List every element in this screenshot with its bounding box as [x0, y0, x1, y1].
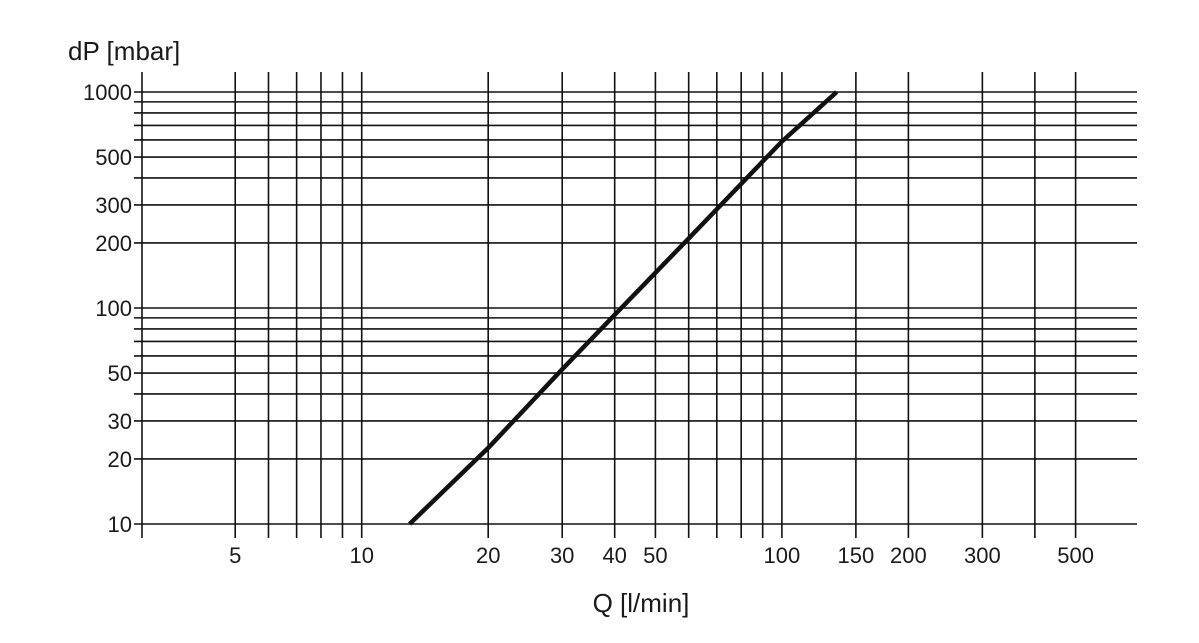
y-tick-label-50: 50: [108, 361, 132, 386]
y-tick-labels: 10 20 30 50 100 200 300 500 1000: [83, 80, 132, 537]
x-tick-label-200: 200: [890, 543, 927, 568]
gridlines: [134, 72, 1137, 538]
x-tick-label-150: 150: [838, 543, 875, 568]
y-axis-label: dP [mbar]: [68, 36, 180, 66]
x-tick-label-20: 20: [476, 543, 500, 568]
x-tick-label-500: 500: [1057, 543, 1094, 568]
x-tick-label-50: 50: [643, 543, 667, 568]
series-line-0: [408, 90, 839, 526]
y-tick-label-100: 100: [95, 296, 132, 321]
y-tick-label-200: 200: [95, 231, 132, 256]
y-tick-label-300: 300: [95, 193, 132, 218]
x-axis-label: Q [l/min]: [593, 588, 690, 618]
x-tick-labels: 5 10 20 30 40 50 100 150 200 300 500: [229, 543, 1094, 568]
x-tick-label-30: 30: [550, 543, 574, 568]
x-tick-label-40: 40: [602, 543, 626, 568]
y-tick-label-20: 20: [108, 447, 132, 472]
y-tick-label-30: 30: [108, 409, 132, 434]
series-layer: [408, 90, 839, 526]
x-tick-label-10: 10: [349, 543, 373, 568]
x-tick-label-5: 5: [229, 543, 241, 568]
x-tick-label-300: 300: [964, 543, 1001, 568]
y-tick-label-500: 500: [95, 145, 132, 170]
x-tick-label-100: 100: [764, 543, 801, 568]
y-tick-label-1000: 1000: [83, 80, 132, 105]
y-tick-label-10: 10: [108, 512, 132, 537]
